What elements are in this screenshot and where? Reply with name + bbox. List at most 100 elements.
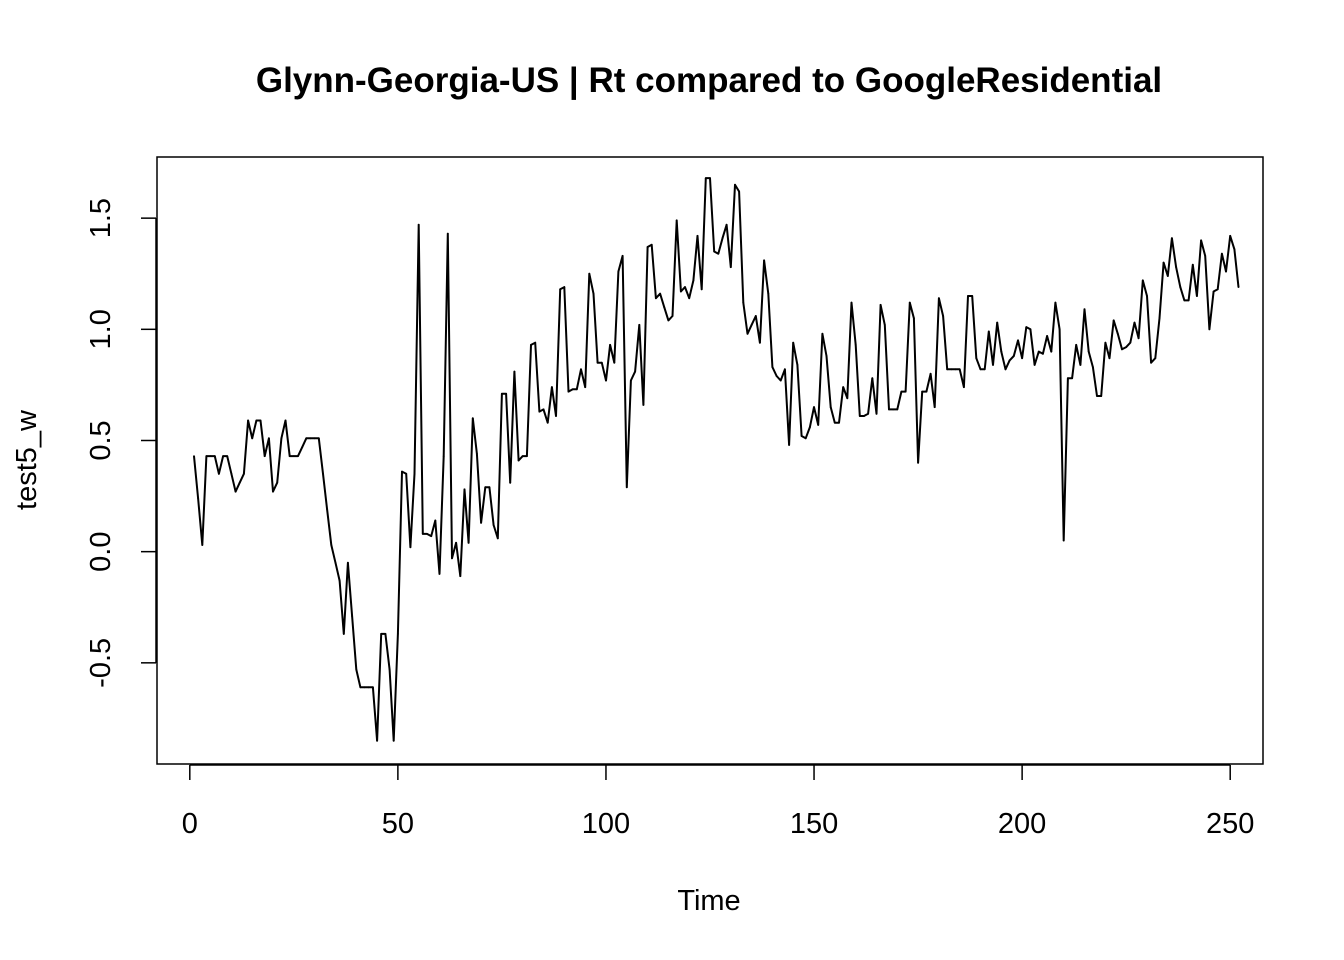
data-point xyxy=(213,455,216,457)
data-point xyxy=(942,315,944,317)
data-point xyxy=(1233,248,1236,251)
data-point xyxy=(908,301,911,304)
data-point xyxy=(1000,350,1003,353)
data-point xyxy=(442,455,445,457)
data-point xyxy=(700,288,703,291)
data-point xyxy=(1146,295,1148,297)
data-point xyxy=(413,472,416,475)
x-tick-label: 0 xyxy=(182,808,198,840)
data-point xyxy=(1229,235,1232,237)
data-point xyxy=(538,410,541,413)
data-point xyxy=(268,437,270,440)
data-point xyxy=(363,686,366,689)
data-point xyxy=(355,668,358,671)
data-point xyxy=(230,472,233,475)
data-point xyxy=(517,459,520,462)
data-point xyxy=(463,488,466,491)
y-tick-label: 0.0 xyxy=(85,531,117,571)
data-point xyxy=(247,419,250,422)
data-point xyxy=(384,633,387,635)
data-point xyxy=(642,404,645,406)
data-point xyxy=(367,686,370,689)
data-point xyxy=(1216,288,1219,291)
data-point xyxy=(272,490,274,493)
data-point xyxy=(925,390,928,393)
data-point xyxy=(484,486,487,489)
data-point xyxy=(779,379,782,382)
data-point xyxy=(509,481,512,484)
data-point xyxy=(675,219,678,222)
data-point xyxy=(704,177,707,180)
data-point xyxy=(409,546,412,549)
data-point xyxy=(263,455,266,457)
data-point xyxy=(421,533,424,535)
data-point xyxy=(971,295,974,297)
data-point xyxy=(480,521,482,524)
data-point xyxy=(921,390,924,393)
data-point xyxy=(1042,352,1044,355)
data-point xyxy=(713,250,716,253)
data-point xyxy=(892,408,894,411)
data-point xyxy=(1096,395,1098,397)
data-point xyxy=(284,419,287,422)
data-point xyxy=(1183,299,1186,302)
data-point xyxy=(621,255,624,257)
y-tick-label: 1.0 xyxy=(85,309,117,349)
data-point xyxy=(775,375,778,377)
data-point xyxy=(684,286,686,288)
data-point xyxy=(1108,357,1111,360)
data-point xyxy=(742,301,745,304)
data-point xyxy=(575,388,578,391)
data-point xyxy=(946,368,949,371)
data-point xyxy=(1033,364,1036,366)
data-point xyxy=(904,390,907,393)
data-point xyxy=(692,279,695,282)
data-point xyxy=(1008,359,1011,362)
data-point xyxy=(201,544,204,546)
chart-title: Glynn-Georgia-US | Rt compared to Google… xyxy=(256,61,1162,100)
data-point xyxy=(667,319,670,322)
data-point xyxy=(209,455,212,457)
data-point xyxy=(226,455,229,457)
data-point xyxy=(401,470,403,473)
data-point xyxy=(933,406,936,408)
data-point xyxy=(671,315,674,317)
data-point xyxy=(817,424,820,426)
data-point xyxy=(330,544,333,546)
data-point xyxy=(1204,255,1207,257)
data-point xyxy=(276,481,279,484)
data-point xyxy=(313,437,316,440)
data-point xyxy=(609,344,611,346)
x-tick-label: 150 xyxy=(790,808,838,840)
data-point xyxy=(430,535,433,537)
y-tick-label: 0.5 xyxy=(85,420,117,460)
data-point xyxy=(963,386,965,388)
data-point xyxy=(754,315,757,317)
x-tick-label: 200 xyxy=(998,808,1046,840)
data-point xyxy=(1225,270,1227,273)
y-axis-label: test5_w xyxy=(11,409,43,510)
data-point xyxy=(471,417,474,420)
data-point xyxy=(1179,286,1182,288)
data-point xyxy=(1237,286,1240,288)
data-point xyxy=(605,379,607,382)
data-point xyxy=(455,541,457,544)
data-point xyxy=(426,533,428,535)
plot-frame xyxy=(156,156,1264,765)
series-line xyxy=(193,177,1240,742)
data-point xyxy=(796,364,799,366)
data-point xyxy=(1208,328,1211,331)
data-point xyxy=(1025,326,1028,328)
data-point xyxy=(634,370,636,373)
data-point xyxy=(680,290,682,293)
data-point xyxy=(459,575,462,577)
data-point xyxy=(613,361,616,364)
data-point xyxy=(800,435,803,437)
data-point xyxy=(376,739,378,742)
data-point xyxy=(1050,350,1053,353)
data-point xyxy=(929,372,932,375)
data-point xyxy=(833,421,836,424)
data-point xyxy=(521,455,524,457)
data-point xyxy=(347,561,349,564)
